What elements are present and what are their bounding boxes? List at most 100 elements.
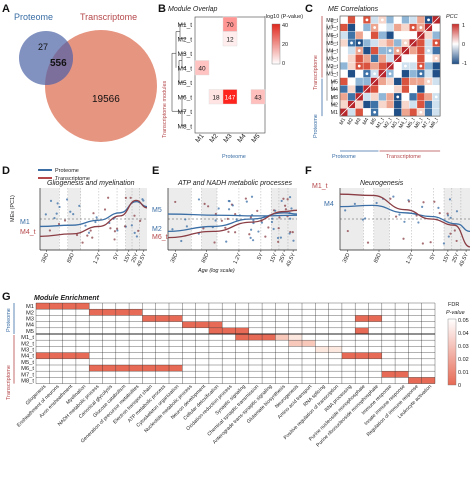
significance-dot — [427, 80, 430, 83]
enrichment-cell — [208, 327, 223, 334]
corr-cell — [386, 100, 395, 109]
corr-cell — [393, 62, 402, 71]
c-proteome-col-label: Proteome — [332, 154, 356, 160]
overlap-cell — [194, 60, 210, 76]
transcriptome-only-count: 19566 — [92, 94, 120, 105]
corr-cell — [393, 31, 402, 40]
sample-point — [49, 199, 53, 203]
significance-dot — [380, 110, 384, 114]
corr-cell — [386, 54, 395, 63]
sample-point — [442, 242, 446, 245]
g-row-label: M2_t — [21, 341, 34, 347]
c-legend-bar — [451, 23, 460, 65]
corr-cell — [409, 54, 418, 63]
sample-point — [447, 235, 450, 238]
corr-cell — [370, 31, 379, 40]
corr-cell — [362, 100, 371, 109]
corr-cell — [409, 77, 418, 86]
corr-cell — [401, 69, 410, 78]
c-col-label: M1_t — [375, 117, 386, 130]
corr-cell — [378, 62, 387, 71]
sample-point — [180, 239, 183, 243]
overlap-cell — [222, 31, 238, 47]
corr-cell — [409, 69, 418, 78]
corr-cell — [424, 108, 433, 117]
x-tick-label: 49.5Y — [136, 252, 148, 268]
sample-point — [231, 204, 234, 207]
sample-point — [135, 235, 138, 238]
sample-point — [402, 237, 405, 240]
enrichment-cell — [129, 365, 143, 372]
corr-cell — [355, 15, 364, 24]
enrichment-cell — [208, 321, 223, 328]
corr-cell — [339, 23, 348, 32]
enrichment-cell — [169, 315, 183, 322]
enrichment-cell — [102, 365, 116, 372]
e-m2-label: M2 — [152, 226, 162, 233]
sample-point — [72, 213, 75, 216]
corr-cell — [424, 38, 433, 47]
b-legend-bar — [271, 23, 281, 65]
corr-cell — [347, 15, 356, 24]
sample-point — [202, 227, 205, 230]
sample-point — [235, 218, 238, 221]
corr-cell — [416, 92, 425, 101]
enrichment-cell — [275, 334, 289, 341]
col-label-M2: M2 — [208, 132, 219, 144]
correlation-matrix: M8_tM7_tM6_tM5_tM4_tM3_tM2_tM1_tM5M4M3M2… — [321, 15, 441, 152]
corr-cell — [386, 31, 395, 40]
panel-c-title: ME Correlations — [328, 6, 379, 13]
sample-point — [455, 239, 458, 243]
sample-point — [272, 227, 275, 231]
x-tick-label: 15Y — [442, 252, 452, 264]
sample-point — [91, 236, 94, 239]
row-label-M4_t: M4_t — [178, 65, 193, 72]
corr-cell — [393, 69, 402, 78]
sample-point — [252, 219, 255, 222]
enrichment-cell — [355, 327, 369, 334]
dendrogram-c — [326, 19, 336, 105]
g-legend-tick: 0.03 — [458, 344, 469, 350]
significance-dot — [404, 41, 407, 45]
corr-cell — [409, 62, 418, 71]
corr-cell — [362, 46, 371, 55]
corr-cell — [339, 62, 348, 71]
sample-point — [220, 219, 223, 222]
g-transcriptome-label: Transcriptome — [6, 365, 12, 400]
g-legend-tick: 0.05 — [458, 318, 469, 324]
sample-point — [344, 209, 347, 212]
g-row-label: M3 — [26, 316, 34, 322]
x-tick-label: 39D — [41, 252, 51, 264]
panel-c-letter: C — [305, 3, 313, 15]
sample-point — [366, 241, 370, 244]
enrichment-cell — [182, 321, 196, 328]
significance-dot — [434, 56, 438, 60]
c-col-label: M7_t — [421, 117, 432, 130]
g-row-label: M6_t — [21, 366, 34, 372]
corr-cell — [409, 15, 418, 24]
dendrogram-b — [171, 23, 186, 127]
transcriptome-modules-label: Transcriptome modules — [162, 80, 168, 138]
sample-point — [95, 216, 98, 219]
corr-cell — [347, 31, 356, 40]
sample-point — [449, 216, 452, 219]
sample-point — [184, 218, 187, 221]
enrichment-cell — [355, 315, 369, 322]
enrichment-cell — [195, 321, 209, 328]
sample-point — [75, 233, 79, 237]
enrichment-cell — [89, 309, 103, 316]
significance-dot — [357, 41, 361, 45]
sample-point — [271, 217, 274, 220]
corr-cell — [409, 31, 418, 40]
significance-dot — [365, 18, 369, 22]
enrichment-cell — [355, 352, 369, 359]
row-label-M8_t: M8_t — [178, 123, 193, 130]
sample-point — [113, 230, 117, 233]
corr-cell — [393, 77, 402, 86]
g-row-label: M3_t — [21, 347, 34, 353]
g-legend-fdr: FDR — [448, 302, 459, 308]
d-y-axis-title: MEs (PC1) — [10, 195, 16, 222]
enrichment-cell — [49, 303, 63, 310]
g-row-label: M4_t — [21, 354, 34, 360]
